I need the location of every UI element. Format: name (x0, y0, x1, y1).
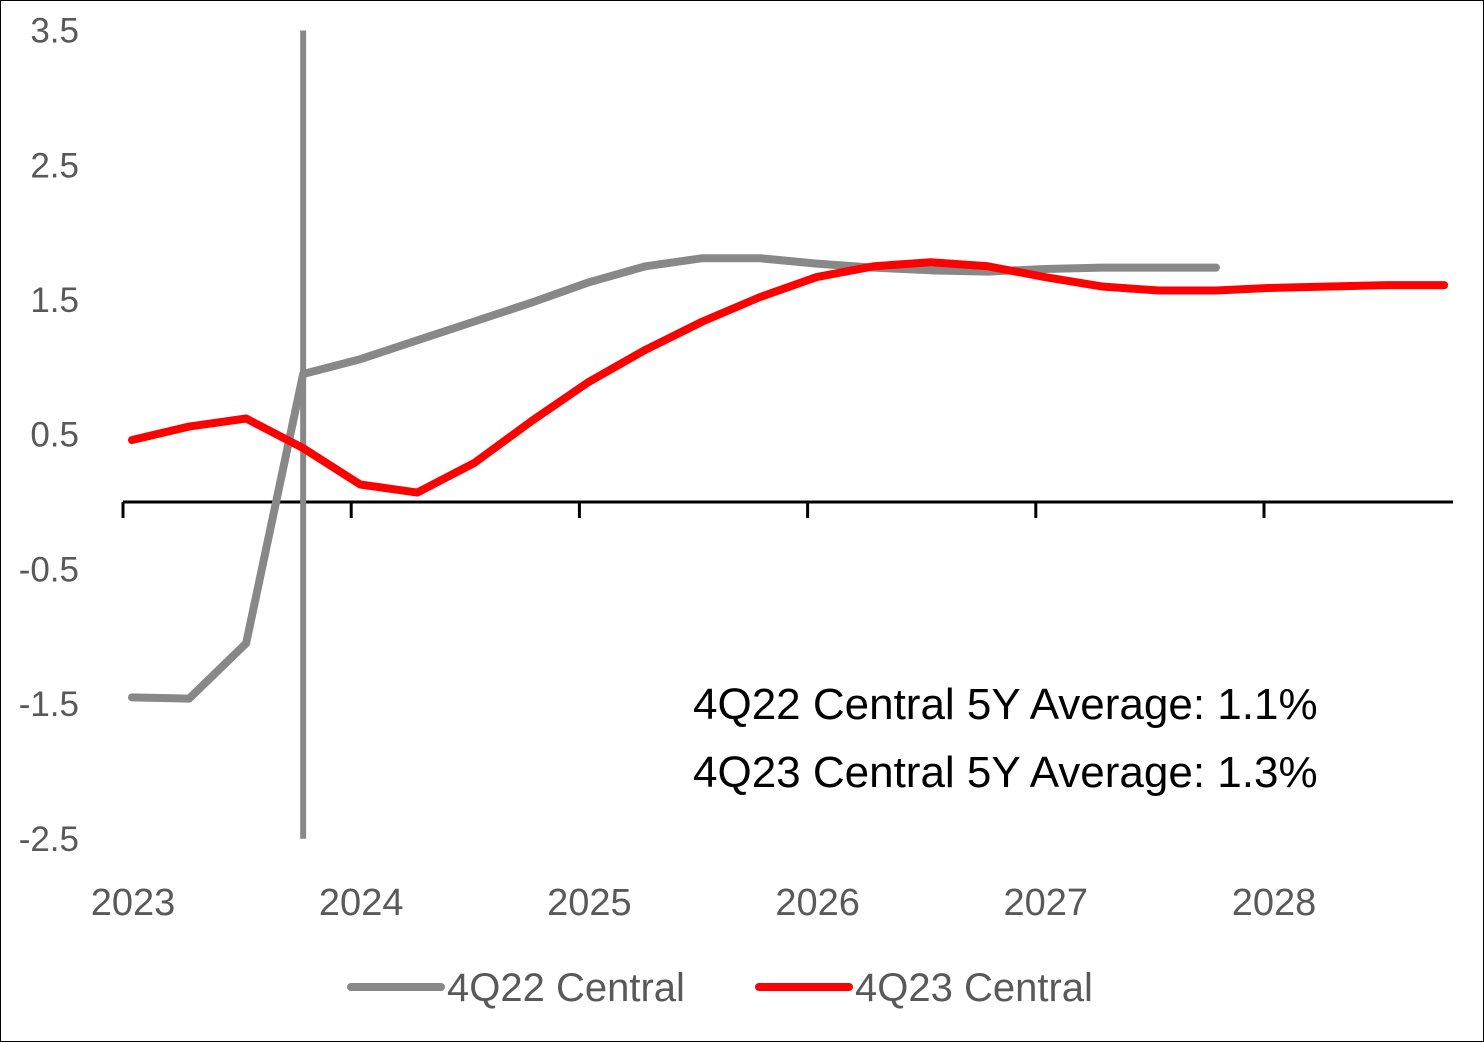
y-tick-label: -0.5 (19, 550, 79, 589)
legend-label: 4Q23 Central (855, 966, 1093, 1010)
y-tick-label: 3.5 (30, 12, 79, 51)
x-tick-label: 2024 (319, 882, 404, 924)
x-tick-label: 2026 (775, 882, 860, 924)
x-tick-label: 2025 (547, 882, 632, 924)
y-tick-label: -1.5 (19, 685, 79, 724)
y-tick-label: 1.5 (30, 281, 79, 320)
y-tick-label: -2.5 (19, 820, 79, 859)
x-tick-label: 2028 (1232, 882, 1317, 924)
x-tick-label: 2023 (91, 882, 176, 924)
y-tick-label: 0.5 (30, 416, 79, 455)
annotation-4q22: 4Q22 Central 5Y Average: 1.1% (693, 680, 1318, 729)
y-tick-label: 2.5 (30, 146, 79, 185)
series-line-0 (128, 254, 1220, 703)
annotation-4q23: 4Q23 Central 5Y Average: 1.3% (693, 748, 1318, 797)
series-line-1 (128, 258, 1449, 497)
legend-label: 4Q22 Central (447, 966, 685, 1010)
x-tick-label: 2027 (1004, 882, 1089, 924)
